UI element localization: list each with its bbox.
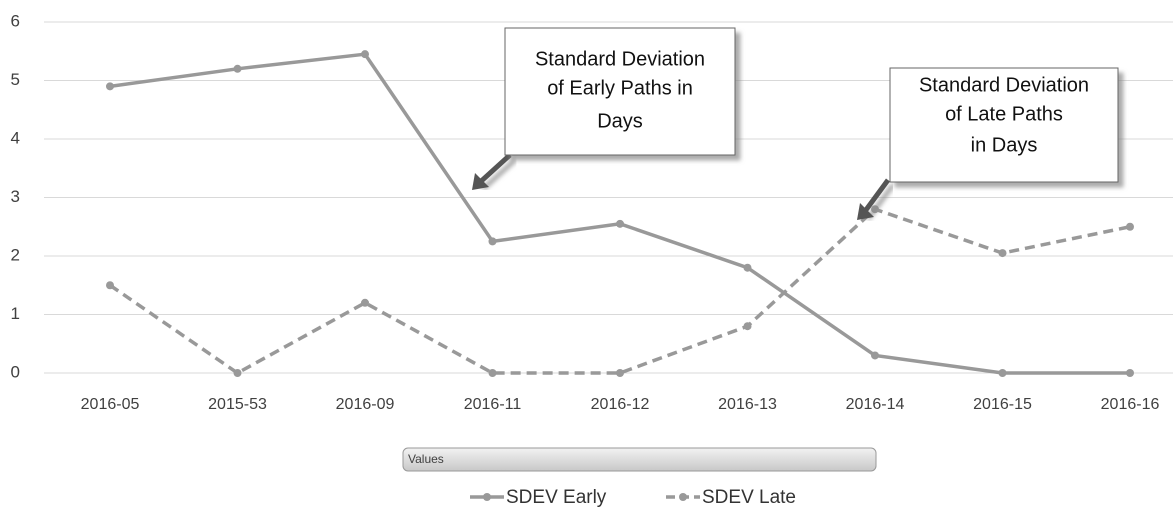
callout-arrow [860, 178, 891, 216]
callout-text: Standard Deviation [535, 48, 705, 70]
callout-arrow [476, 153, 512, 186]
callout-text: of Late Paths [945, 103, 1063, 125]
callout-text: Standard Deviation [919, 74, 1089, 96]
data-point [233, 64, 242, 73]
x-tick-label: 2016-11 [464, 396, 522, 413]
y-tick-label: 2 [11, 245, 20, 264]
series-line [109, 207, 1131, 376]
data-point [361, 50, 369, 59]
x-tick-label: 2016-12 [591, 396, 650, 413]
callout-text: in Days [971, 134, 1038, 156]
field-button-label: Values [408, 452, 444, 466]
y-tick-label: 3 [11, 187, 20, 206]
data-point [998, 369, 1007, 377]
data-point [616, 219, 624, 228]
field-button[interactable] [402, 447, 877, 472]
data-point [743, 322, 752, 331]
x-tick-label: 2016-13 [718, 396, 777, 413]
callout-text: Days [597, 110, 643, 132]
callout-text: of Early Paths in [547, 77, 693, 99]
x-tick-label: 2016-09 [336, 396, 395, 413]
y-tick-label: 6 [11, 11, 20, 30]
data-point [998, 249, 1007, 258]
y-tick-label: 5 [11, 70, 20, 89]
legend-label: SDEV Early [506, 487, 607, 508]
y-tick-label: 1 [11, 304, 20, 323]
callout-arrowhead [857, 203, 874, 220]
data-point [616, 369, 624, 377]
x-tick-label: 2015-53 [208, 396, 267, 413]
data-point [488, 369, 497, 377]
x-tick-label: 2016-16 [1101, 396, 1160, 413]
data-point [361, 298, 369, 307]
data-point [871, 351, 879, 360]
y-tick-label: 4 [11, 128, 20, 147]
callout-box [889, 67, 1119, 183]
data-point [233, 369, 242, 377]
x-tick-label: 2016-14 [846, 396, 905, 413]
y-tick-label: 0 [11, 362, 20, 381]
callout-box [504, 27, 736, 156]
data-point [1126, 369, 1134, 377]
x-tick-label: 2016-05 [81, 396, 140, 413]
data-point [871, 205, 879, 214]
data-point [743, 263, 752, 272]
callout-arrowhead [472, 173, 489, 190]
x-tick-label: 2016-15 [973, 396, 1032, 413]
legend-marker [483, 493, 491, 501]
legend-label: SDEV Late [702, 487, 796, 508]
legend-marker [679, 493, 687, 501]
data-point [1126, 222, 1134, 231]
data-point [106, 281, 114, 290]
data-point [488, 237, 497, 246]
data-point [106, 82, 114, 91]
